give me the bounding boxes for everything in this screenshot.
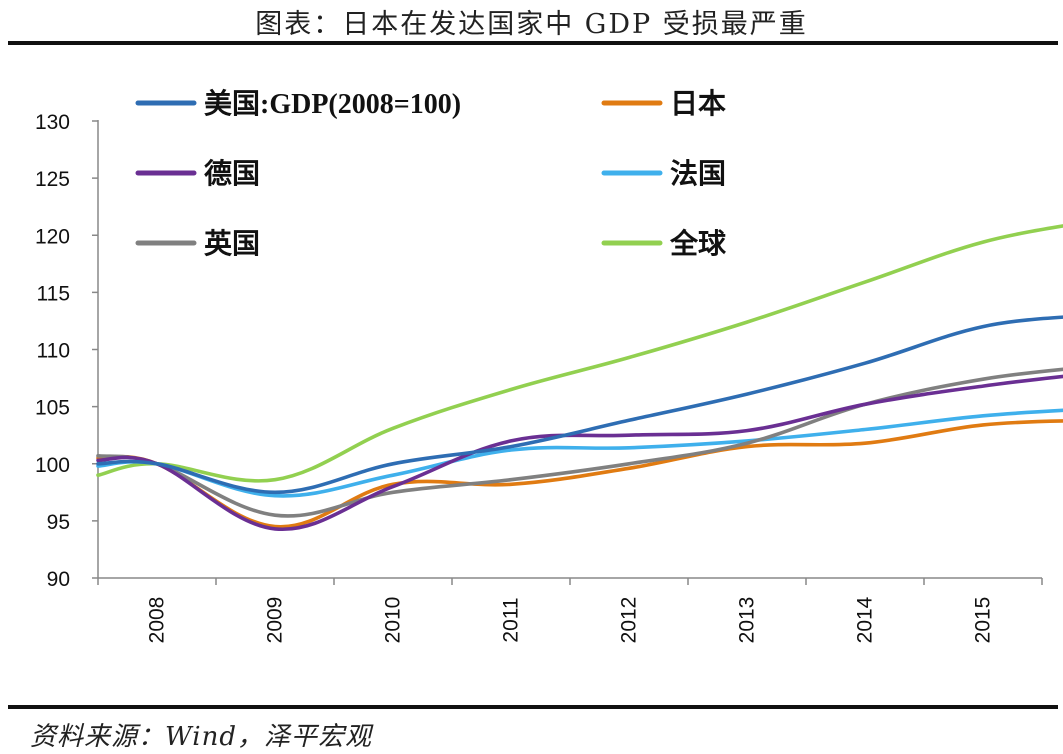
series-line-4: [96, 367, 1063, 518]
legend-label-2: 德国: [204, 158, 260, 190]
y-tick-label: 110: [37, 340, 70, 363]
legend-label-0: 美国:GDP(2008=100): [204, 88, 461, 120]
series-line-5: [96, 224, 1063, 483]
y-tick-label: 95: [47, 511, 70, 534]
x-tick-label: 2010: [382, 597, 405, 644]
legend-label-1: 日本: [670, 88, 726, 120]
series-line-2: [96, 374, 1063, 532]
y-tick-label: 100: [35, 454, 70, 477]
x-tick-label: 2013: [736, 597, 759, 644]
series-line-3: [96, 408, 1063, 498]
y-tick-label: 90: [47, 568, 70, 591]
page-title: 图表：日本在发达国家中 GDP 受损最严重: [255, 9, 808, 40]
chart-axes: 90 95 100 105 110 115 120 125 130 2008 2009 2010 201…: [35, 111, 1043, 644]
y-tick-label: 130: [35, 111, 70, 134]
y-tick-label: 115: [37, 282, 70, 305]
x-tick-label: 2009: [264, 597, 287, 644]
legend-label-4: 英国: [204, 228, 260, 260]
chart-series: [96, 224, 1063, 532]
y-tick-label: 125: [35, 168, 70, 191]
bottom-rule: [8, 705, 1058, 709]
legend-label-3: 法国: [670, 158, 726, 190]
legend-label-5: 全球: [669, 227, 727, 260]
source-note: 资料来源：Wind，泽平宏观: [30, 722, 372, 752]
x-tick-label: 2011: [500, 597, 523, 642]
y-tick-label: 105: [35, 397, 70, 420]
x-tick-label: 2015: [972, 597, 995, 644]
x-tick-label: 2012: [618, 597, 641, 644]
x-tick-label: 2014: [854, 596, 877, 643]
top-rule: [8, 41, 1058, 45]
y-tick-label: 120: [35, 225, 70, 248]
series-line-0: [96, 315, 1063, 495]
x-tick-label: 2008: [146, 597, 169, 644]
